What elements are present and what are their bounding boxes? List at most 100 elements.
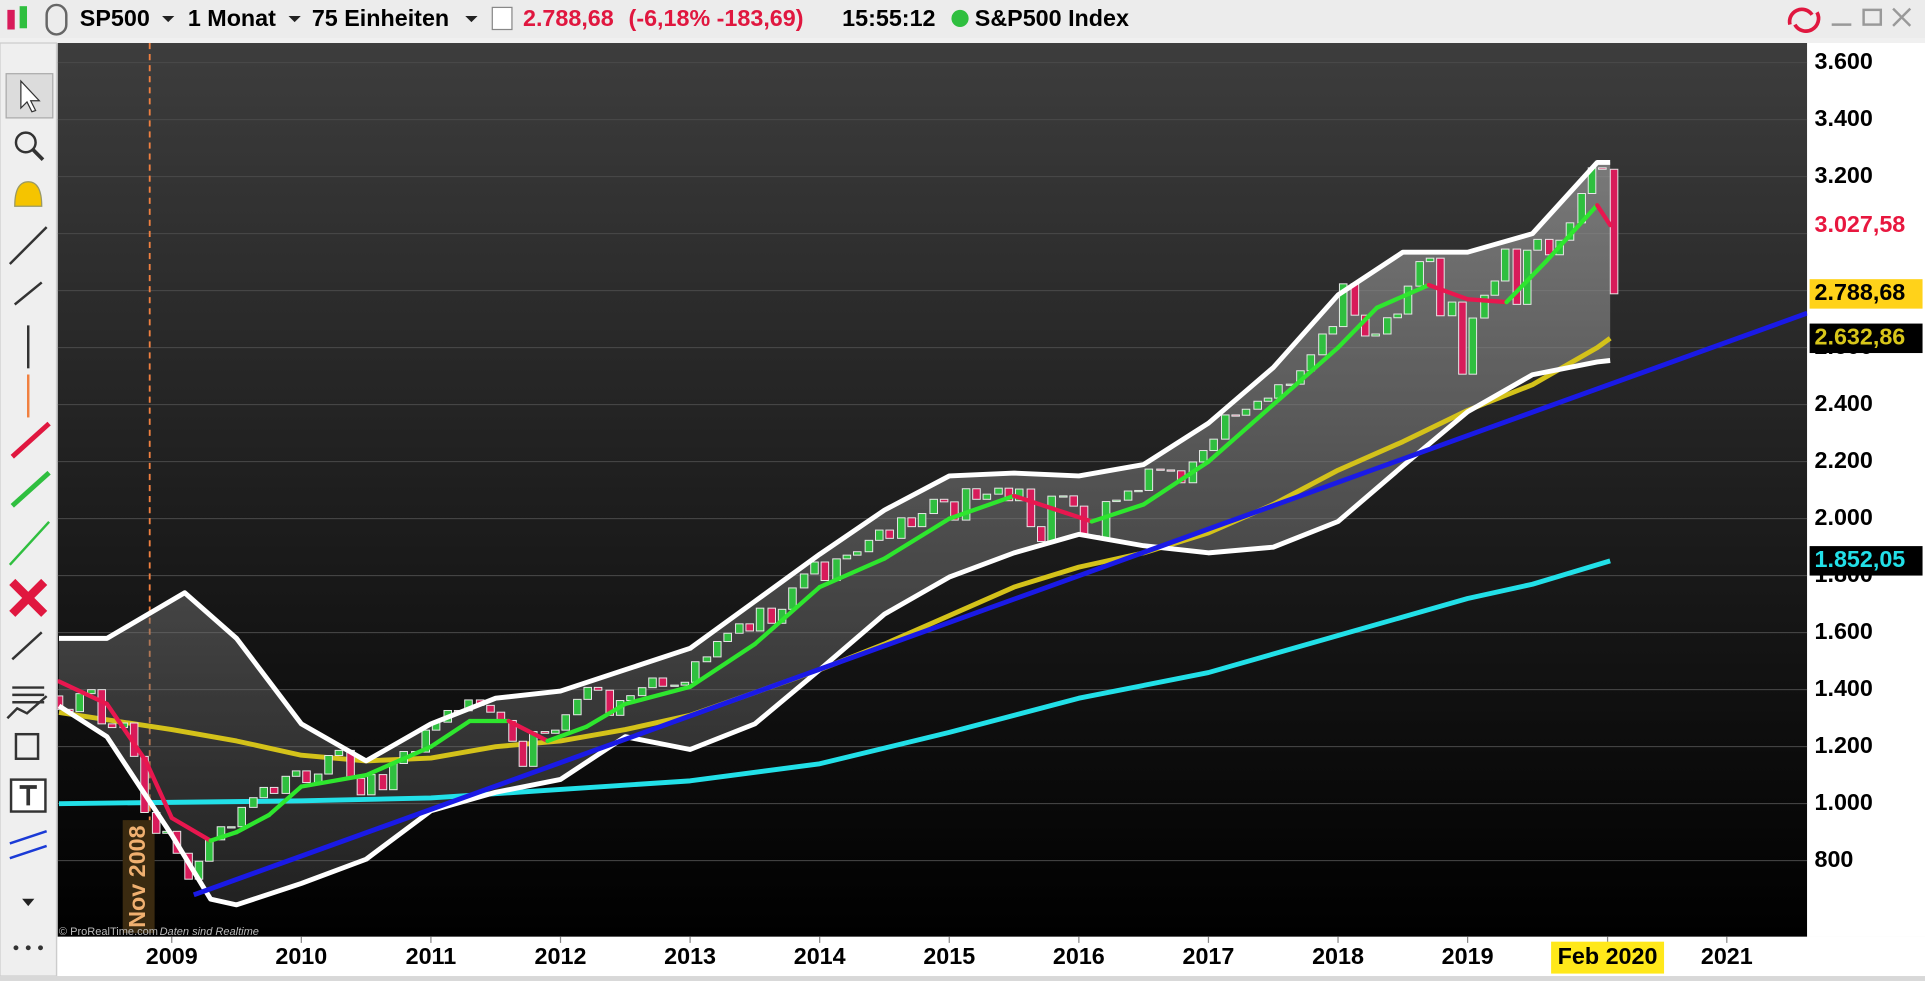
trend-segment — [584, 701, 628, 729]
indicator-line — [58, 558, 1611, 807]
y-tick-label: 3.400 — [1815, 105, 1873, 131]
x-tick-label: 2009 — [146, 943, 198, 969]
dropdown[interactable] — [465, 16, 478, 23]
status-bar — [0, 976, 1925, 981]
tools-scroll[interactable] — [22, 898, 35, 907]
instrument-name: S&P500 Index — [975, 5, 1129, 31]
candle — [486, 704, 495, 713]
tool-line[interactable] — [8, 226, 48, 265]
candle — [810, 561, 819, 575]
y-tick-label: 1.200 — [1815, 732, 1873, 758]
tool-fib[interactable] — [6, 686, 48, 720]
plot: Nov 2008© ProRealTime.com Daten sind Real… — [57, 43, 1808, 938]
trend-segment — [57, 679, 110, 707]
icon — [19, 6, 28, 29]
candle — [1598, 167, 1607, 170]
candle — [75, 693, 85, 713]
price-marker — [1809, 279, 1923, 309]
price: 2.788,68 — [523, 5, 614, 31]
tool-green-thin[interactable] — [8, 520, 51, 566]
x-tick-label: 2013 — [664, 943, 716, 969]
tool-alert[interactable] — [14, 181, 43, 207]
candle — [735, 623, 744, 634]
link-icon[interactable] — [45, 3, 68, 36]
y-tick-label: 1.600 — [1815, 618, 1873, 644]
tool-segment[interactable] — [13, 281, 43, 306]
candle — [637, 687, 647, 697]
tool-delete[interactable] — [9, 578, 48, 617]
trend-segment — [266, 784, 304, 818]
y-tick-label: 2.400 — [1815, 390, 1873, 416]
refresh-icon[interactable] — [1787, 7, 1821, 33]
candle — [994, 487, 1003, 495]
price-marker — [1809, 546, 1923, 576]
dropdown[interactable] — [288, 16, 301, 23]
indicator-line — [58, 159, 1611, 764]
candle — [551, 729, 560, 734]
trend-segment — [363, 744, 434, 778]
x-tick-label: 2014 — [794, 943, 846, 969]
tool-green-line[interactable] — [10, 470, 51, 508]
x-tick-label: 2017 — [1183, 943, 1235, 969]
symbol[interactable]: SP500 — [80, 5, 150, 31]
tool-trash[interactable] — [14, 732, 40, 760]
candle — [755, 607, 765, 632]
candle — [1338, 283, 1348, 328]
candle — [561, 714, 570, 731]
candle — [885, 529, 894, 539]
period[interactable]: 1 Monat — [188, 5, 276, 31]
candle — [1425, 257, 1435, 263]
tool-zoom[interactable] — [14, 131, 37, 154]
tool-pointer[interactable] — [5, 73, 54, 119]
info-icon[interactable] — [491, 6, 513, 31]
candle — [875, 529, 884, 541]
maximize[interactable] — [1862, 8, 1883, 26]
tool-red-line[interactable] — [10, 421, 51, 459]
candle — [1468, 317, 1478, 375]
candle — [680, 681, 690, 686]
trend-segment — [545, 724, 589, 744]
credit: Daten sind Realtime — [160, 926, 259, 938]
candle — [658, 677, 668, 687]
units[interactable]: 75 Einheiten — [312, 5, 449, 31]
trend-segment — [817, 556, 887, 590]
candle — [389, 762, 398, 791]
candle — [1253, 400, 1262, 410]
candle — [540, 731, 550, 734]
close[interactable] — [1892, 7, 1912, 27]
candle — [702, 656, 712, 663]
tool-arrow[interactable] — [11, 631, 43, 661]
candle — [1350, 283, 1360, 316]
credit: © ProRealTime.com — [59, 926, 158, 938]
candle — [1198, 450, 1208, 463]
candle — [1221, 414, 1230, 440]
candle — [1037, 526, 1046, 542]
dropdown[interactable] — [162, 16, 175, 23]
trend-segment — [1089, 502, 1146, 524]
candle — [356, 777, 366, 796]
candle — [982, 493, 992, 500]
candle — [820, 561, 830, 582]
candle — [745, 623, 754, 632]
dot — [38, 945, 43, 951]
candle — [216, 826, 226, 841]
candle — [259, 786, 269, 799]
trend-segment — [1595, 203, 1613, 228]
price-marker-label: 2.632,86 — [1815, 323, 1906, 349]
candle — [1112, 499, 1121, 503]
candle — [302, 770, 311, 784]
trend-segment — [104, 701, 148, 764]
candle — [723, 632, 732, 642]
candle — [1371, 333, 1380, 337]
drawing-tools — [0, 42, 58, 977]
candle — [950, 501, 959, 521]
trend-segment — [947, 493, 1017, 521]
candle — [907, 517, 916, 528]
x-tick-label: 2019 — [1442, 943, 1494, 969]
tool-channel[interactable] — [9, 830, 48, 860]
x-tick-label: 2011 — [406, 943, 457, 969]
candle — [57, 695, 64, 710]
x-tick-label: 2015 — [923, 943, 975, 969]
trend-segment — [234, 812, 272, 835]
